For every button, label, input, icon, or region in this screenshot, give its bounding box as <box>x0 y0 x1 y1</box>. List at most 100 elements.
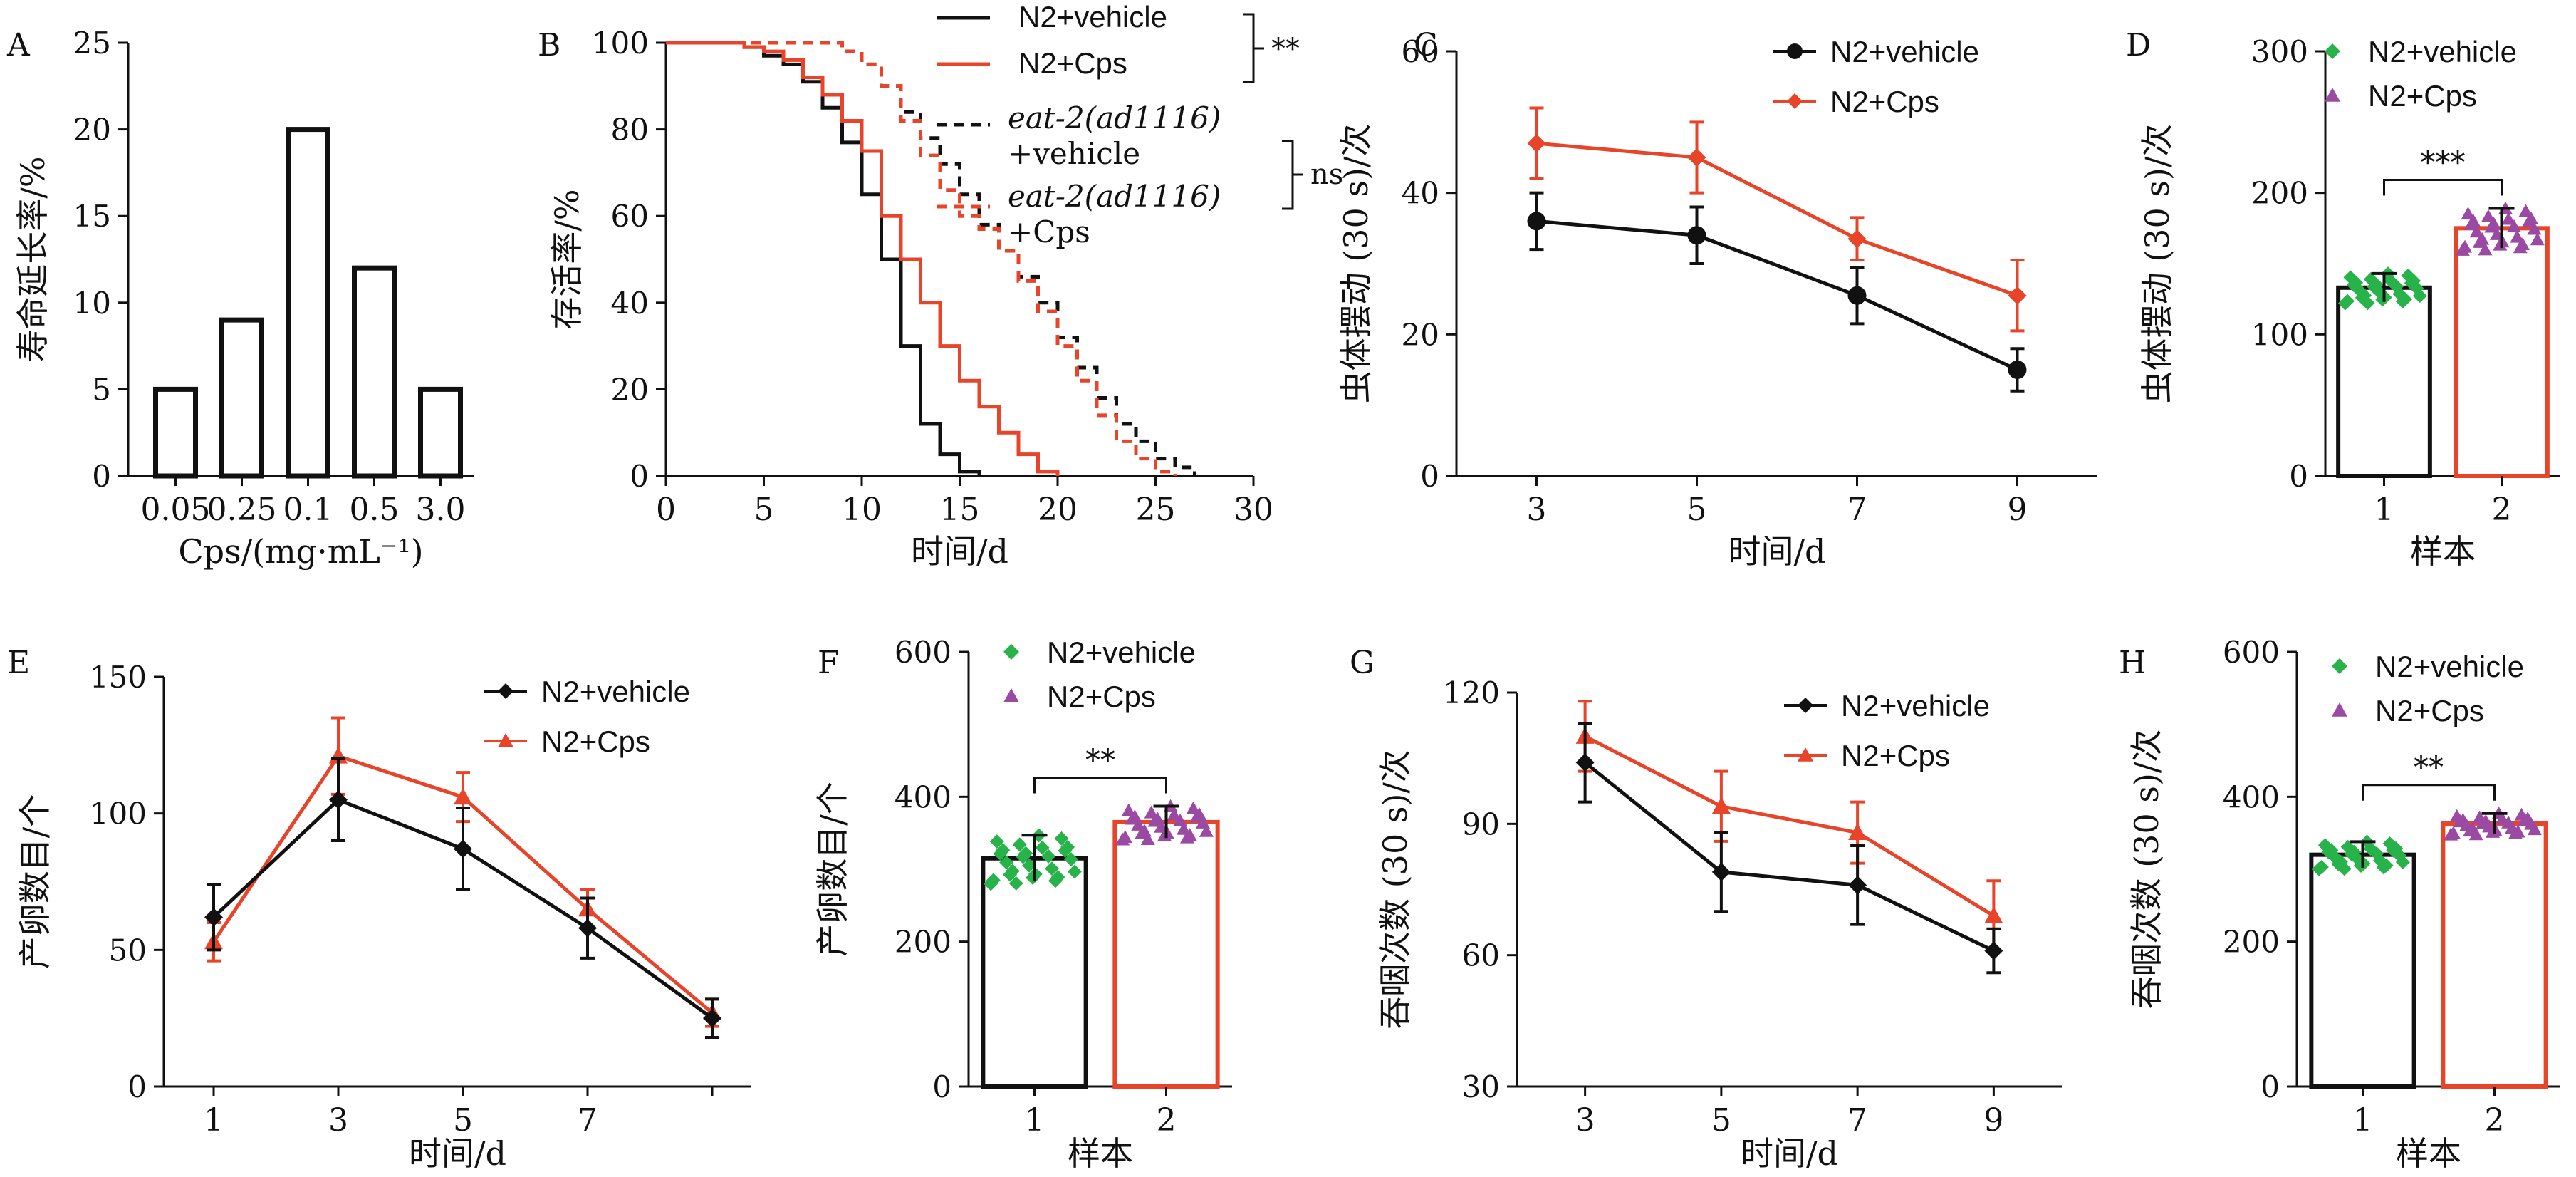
sample-dot <box>2481 209 2496 222</box>
y-tick-label: 20 <box>73 113 111 147</box>
y-tick-label: 40 <box>1402 176 1439 211</box>
sample-dot <box>1196 815 1211 829</box>
x-axis-label: 时间/d <box>911 532 1008 571</box>
panel-e: E 0 50 100 150 1 3 5 7 N2+vehicle N2+Cps 产卵数目/个时间/d <box>7 645 751 1173</box>
error-bar <box>2481 812 2508 834</box>
sample-dot <box>2369 277 2384 292</box>
data-point <box>1847 286 1867 305</box>
y-axis-label: 寿命延长率/% <box>14 156 52 362</box>
x-tick-label: 9 <box>1983 1102 2003 1139</box>
sample-dot <box>2486 217 2501 230</box>
data-point <box>1527 134 1546 153</box>
y-tick-label: 0 <box>2260 1069 2280 1104</box>
sample-dot <box>1012 837 1027 852</box>
panel-letter: F <box>818 645 840 681</box>
sample-dot <box>1177 821 1191 835</box>
legend-marker <box>1787 43 1803 59</box>
x-tick-label: 0.5 <box>350 492 400 528</box>
sample-dot <box>2465 821 2480 835</box>
legend-label: N2+Cps <box>1830 85 1939 118</box>
legend-label: +vehicle <box>1008 136 1140 171</box>
legend-marker <box>1003 688 1019 702</box>
data-point <box>1711 797 1731 814</box>
significance-bracket <box>1243 13 1264 83</box>
x-tick-label: 3 <box>1575 1102 1595 1139</box>
sample-dot <box>2515 237 2530 250</box>
data-point <box>454 787 472 805</box>
survival-curve <box>666 41 981 476</box>
y-tick-label: 10 <box>73 286 111 321</box>
panel-d: D 0 100 200 300 1 2 *** N2+vehicle N2+Cps 虫体摆动 (30… <box>2126 27 2560 571</box>
sample-dot <box>1035 840 1050 855</box>
legend-marker <box>1003 644 1019 660</box>
bar <box>981 856 1088 1089</box>
legend-label: N2+Cps <box>541 725 650 758</box>
panel-letter: G <box>1350 645 1375 681</box>
legend-marker <box>1798 698 1813 713</box>
x-axis-label: 样本 <box>2410 532 2476 571</box>
legend-label: N2+vehicle <box>1047 636 1196 669</box>
sample-dot <box>2379 858 2394 873</box>
sample-dot <box>1150 811 1165 824</box>
x-tick-label: 3 <box>328 1102 348 1139</box>
data-point <box>1687 148 1706 167</box>
x-tick-label: 0 <box>656 492 676 528</box>
series-line <box>1584 735 1995 918</box>
y-axis-label: 虫体摆动 (30 s)/次 <box>1337 124 1375 404</box>
bar <box>2441 821 2548 1089</box>
y-tick-label: 200 <box>895 925 951 960</box>
y-tick-label: 200 <box>2251 176 2308 211</box>
bar <box>286 127 330 479</box>
significance-bracket <box>1282 140 1303 210</box>
y-tick-label: 25 <box>73 26 111 61</box>
sample-dot <box>2466 214 2481 227</box>
x-tick-label: 9 <box>2008 492 2028 528</box>
y-axis-label: 吞咽次数 (30 s)/次 <box>1376 750 1414 1030</box>
sample-dot <box>2510 824 2525 838</box>
sample-dot <box>2524 211 2539 224</box>
sample-dot <box>2349 275 2364 290</box>
legend-label: N2+vehicle <box>1830 35 1979 68</box>
legend-marker <box>498 733 513 747</box>
sample-dot <box>2469 224 2484 238</box>
sample-dot <box>1192 807 1207 821</box>
sample-dot <box>2461 207 2476 220</box>
y-tick-label: 20 <box>611 372 649 407</box>
sample-dot <box>1154 819 1169 833</box>
data-point <box>578 918 597 938</box>
sample-dot <box>2446 826 2461 839</box>
sample-dot <box>2406 274 2421 289</box>
y-tick-label: 0 <box>630 459 649 494</box>
panel-letter: B <box>538 27 560 63</box>
legend-label: N2+Cps <box>2368 79 2477 113</box>
sample-dot <box>2347 844 2362 859</box>
x-axis-label: 样本 <box>2396 1134 2461 1173</box>
sample-dot <box>2389 279 2404 294</box>
legend-label: N2+Cps <box>1841 739 1950 772</box>
x-tick-label: 5 <box>1711 1102 1731 1139</box>
panel-c: C 0 20 40 60 3 5 7 9 N2+vehicle N2+Cps 虫体摆动 (30 s)/… <box>1337 27 2097 571</box>
significance-label: ** <box>2414 750 2444 785</box>
x-tick-label: 25 <box>1136 492 1176 528</box>
x-tick-label: 2 <box>2492 492 2512 528</box>
bar <box>2336 285 2432 478</box>
sample-dot <box>2520 812 2535 825</box>
y-tick-label: 400 <box>2223 779 2280 814</box>
y-axis-label: 产卵数目/个 <box>813 782 852 957</box>
sample-dot <box>989 834 1004 849</box>
panel-letter: E <box>7 645 30 681</box>
sample-dot <box>1054 831 1069 846</box>
y-tick-label: 60 <box>1402 34 1439 69</box>
legend-label: N2+vehicle <box>1841 689 1990 722</box>
sample-dot <box>1022 858 1037 873</box>
y-tick-label: 0 <box>127 1069 147 1104</box>
y-tick-label: 100 <box>2251 317 2308 352</box>
panel-b: B 0 20 40 60 80 100 0 5 10 15 20 25 30 N2+vehicle N2+Cp… <box>538 0 1343 571</box>
x-tick-label: 2 <box>2485 1102 2505 1139</box>
significance-label: *** <box>2421 145 2466 180</box>
legend-marker <box>498 683 513 699</box>
sample-dot <box>2518 204 2533 217</box>
error-bar <box>2371 271 2397 302</box>
bar <box>2309 852 2416 1089</box>
sample-dot <box>1186 801 1201 814</box>
